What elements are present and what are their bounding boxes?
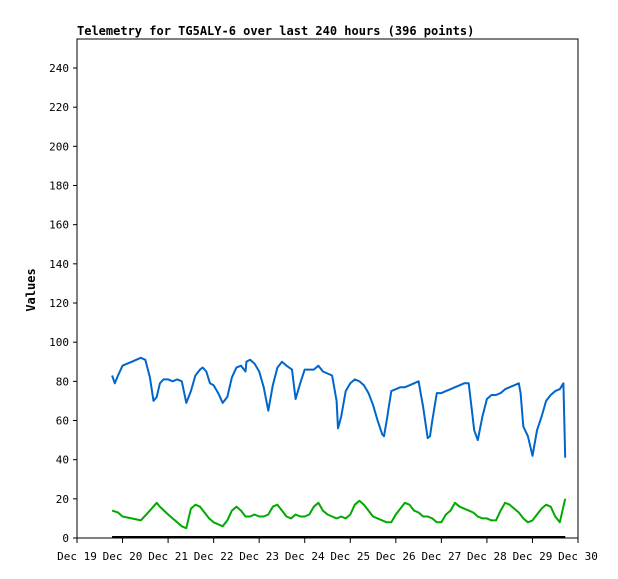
x-tick-label: Dec 23	[239, 550, 279, 563]
x-tick-label: Dec 21	[148, 550, 188, 563]
x-tick-label: Dec 27	[421, 550, 461, 563]
y-tick-label: 160	[49, 219, 69, 232]
x-tick-label: Dec 24	[285, 550, 325, 563]
y-tick-label: 240	[49, 62, 69, 75]
series-line-1	[111, 356, 567, 458]
x-tick-label: Dec 26	[376, 550, 416, 563]
y-tick-label: 80	[56, 375, 69, 388]
series-layer	[111, 356, 567, 530]
chart-title: Telemetry for TG5ALY-6 over last 240 hou…	[77, 24, 474, 38]
y-tick-label: 100	[49, 336, 69, 349]
y-tick-label: 220	[49, 101, 69, 114]
plot-area-frame	[76, 38, 579, 539]
x-axis: Dec 19 Dec 20 Dec 21 Dec 22 Dec 23 Dec 24 Dec …	[57, 538, 598, 563]
x-tick-label: Dec 19	[57, 550, 97, 563]
y-axis-label: Values	[24, 268, 38, 311]
x-tick-label: Dec 20	[103, 550, 143, 563]
x-tick-label: Dec 29	[513, 550, 553, 563]
x-tick-label: Dec 28	[467, 550, 507, 563]
x-tick-label: Dec 22	[194, 550, 234, 563]
y-tick-label: 60	[56, 415, 69, 428]
y-tick-label: 40	[56, 454, 69, 467]
y-tick-label: 180	[49, 180, 69, 193]
y-tick-label: 200	[49, 140, 69, 153]
series-line-2	[111, 498, 567, 530]
y-tick-label: 20	[56, 493, 69, 506]
y-tick-label: 0	[62, 532, 69, 545]
x-tick-label: Dec 30	[558, 550, 598, 563]
y-tick-label: 120	[49, 297, 69, 310]
y-axis: 0 20 40 60 80 100 120 140 160 180 200 220 240	[49, 62, 77, 545]
y-tick-label: 140	[49, 258, 69, 271]
x-tick-label: Dec 25	[330, 550, 370, 563]
